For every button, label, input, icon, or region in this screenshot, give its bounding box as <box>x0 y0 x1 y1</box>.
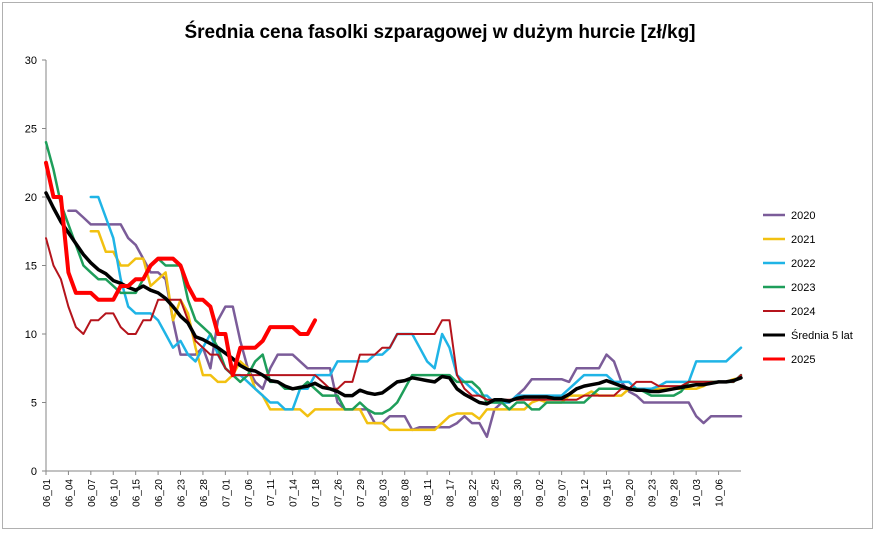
chart-title: Średnia cena fasolki szparagowej w dużym… <box>184 21 695 43</box>
x-tick-label: 07_18 <box>311 479 322 507</box>
y-tick-label: 30 <box>25 55 37 67</box>
legend-label: 2024 <box>791 306 815 318</box>
series-line-2023 <box>44 140 743 415</box>
legend-label: 2021 <box>791 234 815 246</box>
x-tick-label: 08_11 <box>423 479 434 507</box>
x-tick-label: 09_07 <box>558 479 569 507</box>
x-tick-label: 06_10 <box>109 479 120 507</box>
x-tick-label: 07_11 <box>266 479 277 507</box>
x-tick-label: 08_03 <box>378 479 389 507</box>
legend-label: Średnia 5 lat <box>791 329 853 342</box>
series-line-2025 <box>44 160 317 378</box>
x-tick-label: 06_15 <box>132 479 143 507</box>
series-line--rednia-5-lat <box>44 191 743 406</box>
x-tick-label: 07_29 <box>356 479 367 507</box>
x-tick-label: 09_28 <box>670 479 681 507</box>
x-tick-label: 09_23 <box>647 479 658 507</box>
x-tick-label: 06_01 <box>42 479 53 507</box>
x-tick-label: 10_06 <box>715 479 726 507</box>
series-line-2021 <box>89 229 743 432</box>
series-layer <box>44 140 743 439</box>
legend-label: 2023 <box>791 282 815 294</box>
x-tick-label: 10_03 <box>692 479 703 507</box>
y-tick-label: 15 <box>25 261 37 273</box>
axes: 0 5 10 15 20 25 30 06_01 06_04 06_07 06_10 06_15 06_… <box>25 55 741 507</box>
x-tick-label: 06_07 <box>87 479 98 507</box>
legend-label: 2022 <box>791 258 815 270</box>
x-tick-label: 08_22 <box>468 479 479 507</box>
x-tick-label: 07_06 <box>244 479 255 507</box>
x-tick-label: 09_15 <box>602 479 613 507</box>
x-tick-label: 07_01 <box>221 479 232 507</box>
series-line-2020 <box>67 209 743 439</box>
x-tick-label: 07_14 <box>289 479 300 507</box>
x-tick-label: 06_20 <box>154 479 165 507</box>
x-tick-label: 09_20 <box>625 479 636 507</box>
legend: 2020 2021 2022 2023 2024 Średnia 5 lat 2025 <box>763 210 853 366</box>
x-tick-label: 06_04 <box>64 479 75 507</box>
y-tick-label: 5 <box>31 398 37 410</box>
y-tick-label: 25 <box>25 124 37 136</box>
x-tick-label: 06_28 <box>199 479 210 507</box>
y-tick-label: 10 <box>25 329 37 341</box>
x-tick-label: 08_17 <box>446 479 457 507</box>
x-tick-label: 06_23 <box>177 479 188 507</box>
series-line-2024 <box>45 237 742 401</box>
x-tick-label: 08_08 <box>401 479 412 507</box>
x-tick-label: 08_30 <box>513 479 524 507</box>
y-tick-label: 0 <box>31 466 37 478</box>
x-tick-label: 08_25 <box>490 479 501 507</box>
x-tick-label: 09_02 <box>535 479 546 507</box>
y-tick-label: 20 <box>25 192 37 204</box>
legend-label: 2025 <box>791 354 815 366</box>
x-tick-label: 07_26 <box>333 479 344 507</box>
legend-label: 2020 <box>791 210 815 222</box>
x-tick-label: 09_12 <box>580 479 591 507</box>
